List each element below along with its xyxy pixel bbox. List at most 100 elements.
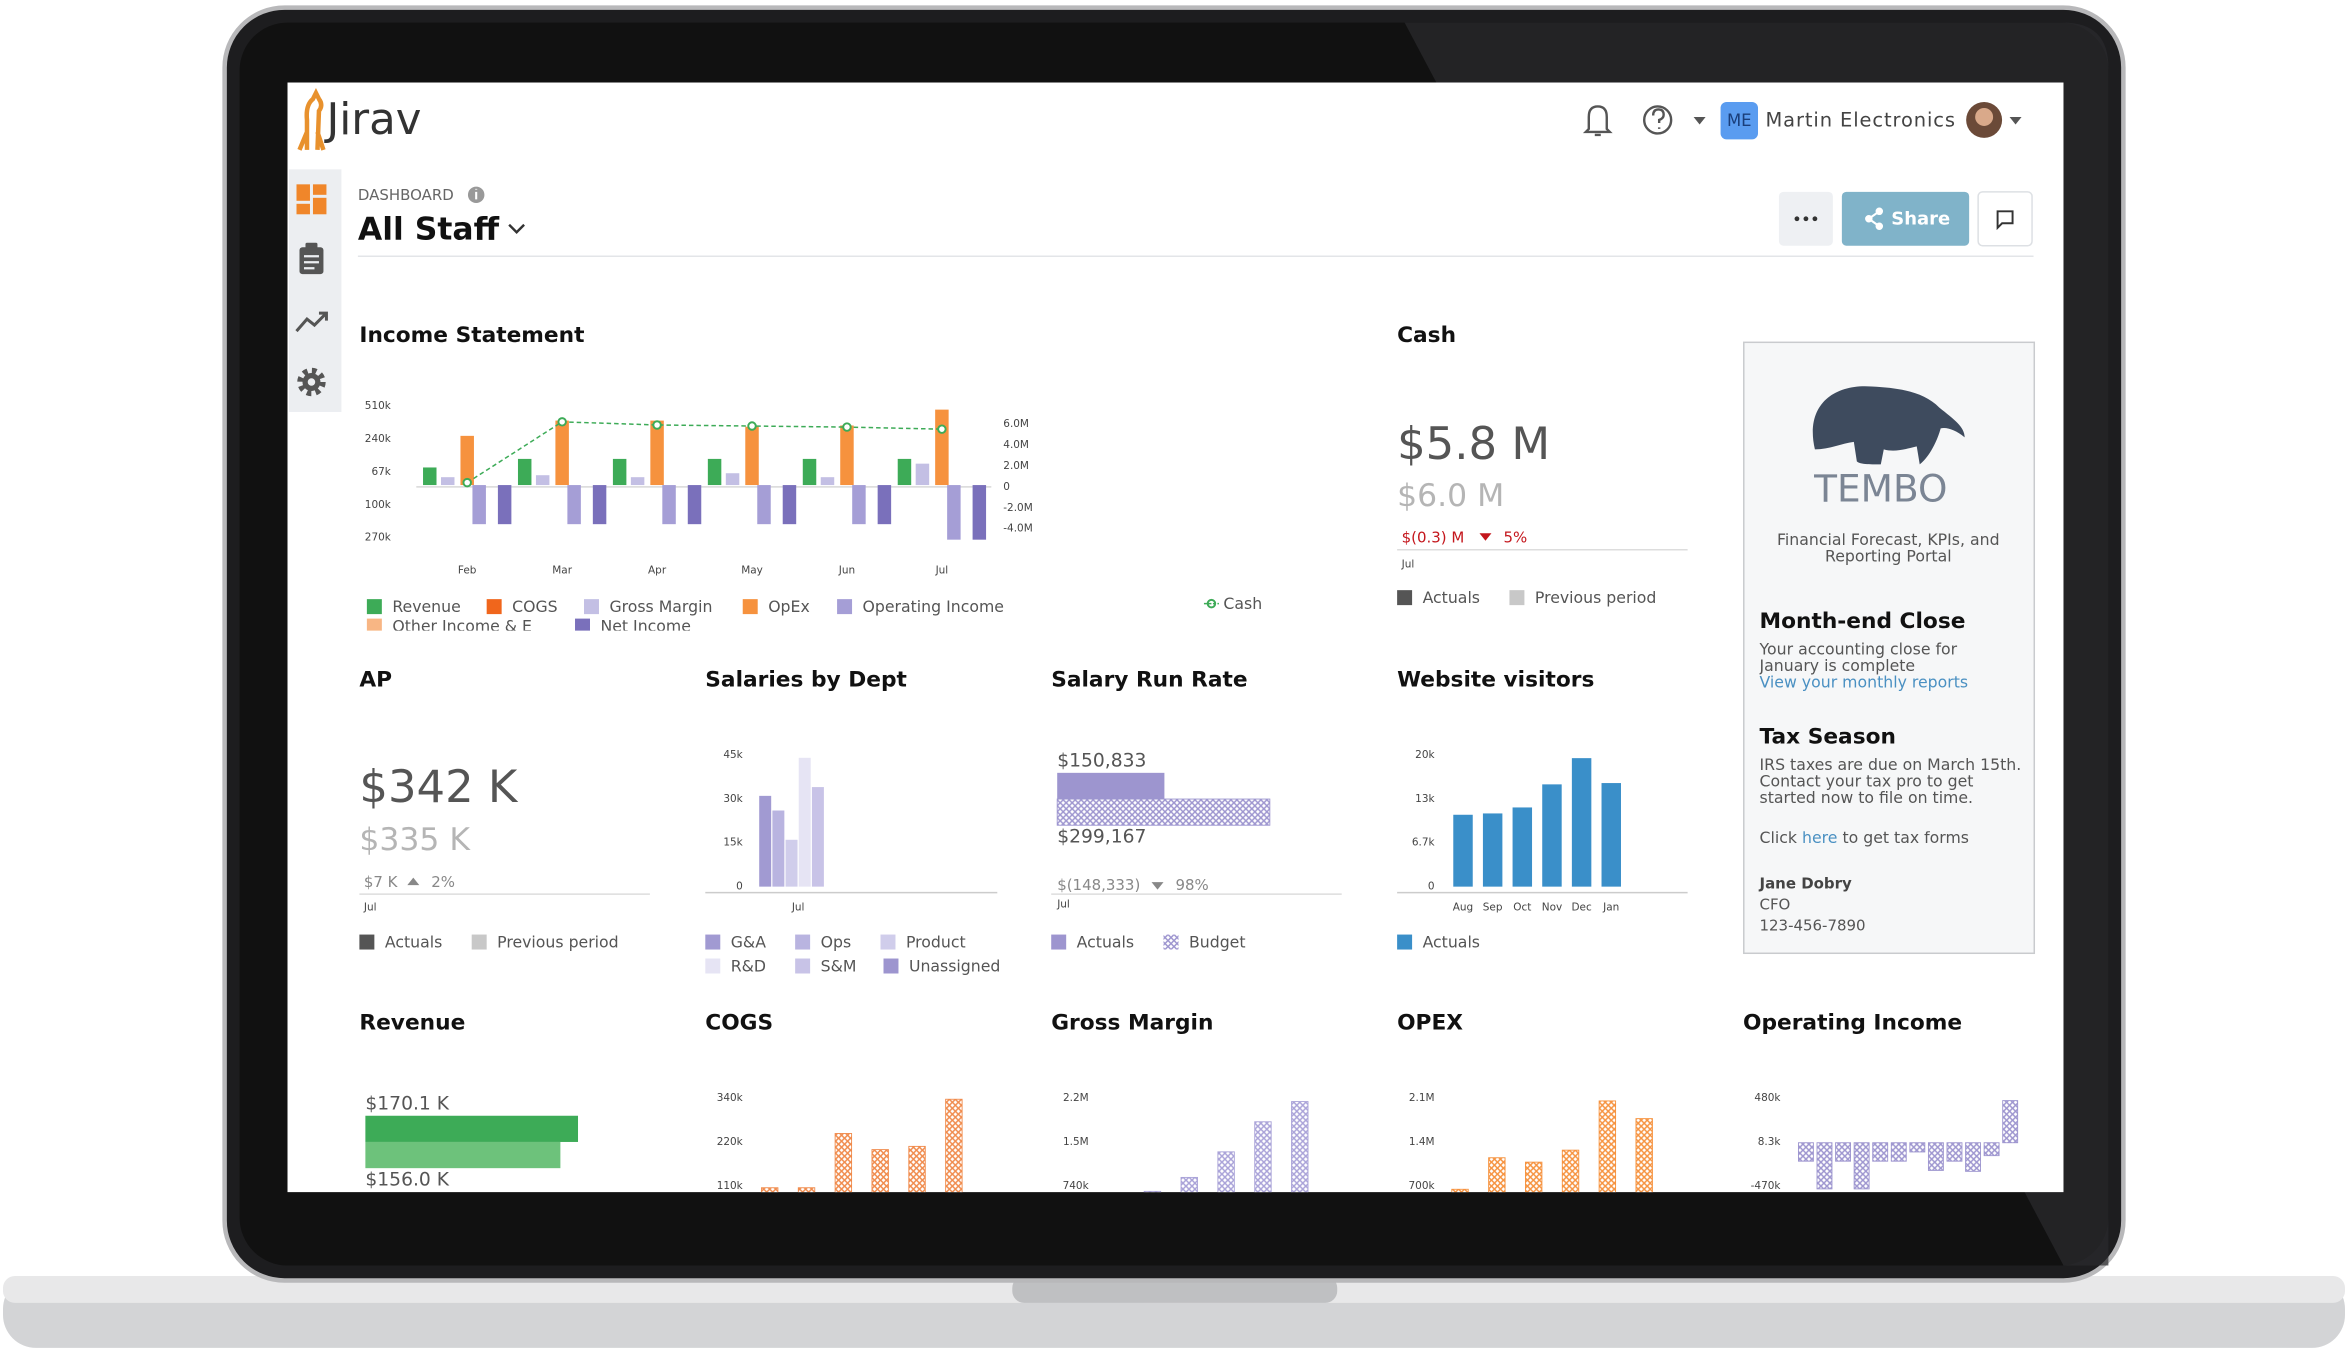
bar [612, 458, 627, 486]
bar [2002, 1100, 2019, 1144]
tax-here[interactable]: here [1801, 831, 1838, 848]
tax-text: IRS taxes are due on March 15th. Contact… [1759, 757, 2022, 808]
bar [761, 1187, 779, 1193]
y-tick-label: 13k [1415, 793, 1435, 805]
kpi-value: $342 K [359, 760, 519, 813]
account-caret[interactable] [2009, 116, 2022, 125]
y-tick-label: 2.2M [1063, 1092, 1089, 1104]
settings-icon[interactable] [297, 367, 326, 397]
trends-icon[interactable] [295, 311, 328, 333]
kpi-change-pct: 2% [431, 873, 455, 891]
logo-text[interactable]: Jirav [323, 95, 421, 145]
dashboard-title[interactable]: All Staff [358, 211, 500, 247]
bar [535, 475, 550, 486]
tax-click: Click [1759, 831, 1797, 848]
card-heading: Month-end Close [1760, 609, 1966, 634]
bar [745, 426, 759, 486]
app: Jirav ME Martin Electronics DASHBOARD Al… [289, 87, 2036, 1193]
y-tick-label: 740k [1063, 1180, 1090, 1192]
x-tick-label: Mar [552, 565, 572, 577]
contact-name: Jane Dobry [1759, 875, 1852, 893]
y-tick-label: 110k [717, 1180, 744, 1192]
bar [947, 485, 961, 540]
y-tick-label: 480k [1754, 1092, 1781, 1104]
bar [1797, 1142, 1814, 1162]
legend-label: Product [906, 933, 966, 952]
bell-icon[interactable] [1582, 105, 1613, 137]
legend-swatch [575, 618, 590, 631]
legend-label: Other Income & E [392, 617, 532, 636]
y-tick-label: 270k [365, 532, 392, 544]
comment-icon [1996, 210, 2014, 231]
x-tick-label: Nov [1542, 902, 1562, 914]
legend-swatch [366, 599, 382, 615]
kpi-change: $7 K [364, 873, 399, 891]
bar [630, 477, 645, 486]
company-name[interactable]: Martin Electronics [1765, 108, 1955, 131]
bar [1453, 814, 1473, 887]
legend-swatch [795, 934, 811, 950]
x-tick-label: May [741, 565, 763, 577]
legend-label: Revenue [392, 597, 460, 616]
more-icon [1794, 216, 1818, 222]
bar [871, 1149, 889, 1193]
bar [785, 839, 798, 887]
bar [1571, 758, 1592, 887]
bar [1254, 1121, 1272, 1193]
close-body: Your accounting close for January is com… [1759, 642, 1958, 676]
close-link[interactable]: View your monthly reports [1759, 674, 1969, 692]
reports-icon[interactable] [299, 242, 324, 275]
bar [472, 485, 486, 525]
legend-label: COGS [512, 597, 558, 616]
cash-point [842, 422, 852, 432]
legend-label: Actuals [1077, 933, 1134, 952]
tembo-tagline-box: Financial Forecast, KPIs, and Reporting … [1777, 533, 2000, 565]
y-tick-label: 2.1M [1409, 1092, 1435, 1104]
bar [1143, 1190, 1162, 1193]
tax-link-line: Click here to get tax forms [1760, 831, 2027, 847]
dashboard-caret[interactable] [508, 223, 525, 234]
bar [1635, 1118, 1653, 1193]
comment-button[interactable] [1977, 191, 2033, 247]
legend-swatch [366, 618, 382, 631]
y-tick-label: 15k [723, 837, 743, 849]
bar [1927, 1142, 1944, 1171]
y-tick-label: 700k [1409, 1180, 1436, 1192]
y-tick-label: 0 [1428, 881, 1435, 893]
value-label: $156.0 K [365, 1170, 449, 1191]
x-tick-label: Aug [1453, 902, 1473, 914]
dashboard-icon[interactable] [296, 184, 327, 215]
bar [725, 473, 740, 486]
y2-tick-label: 2.0M [1003, 460, 1029, 472]
help-icon[interactable] [1643, 105, 1673, 135]
company-badge[interactable] [1720, 101, 1759, 140]
legend-label: Cash [1223, 594, 1262, 613]
widget-title: Operating Income [1743, 1010, 1962, 1035]
bar [1890, 1142, 1907, 1162]
legend-label: Net Income [600, 617, 690, 636]
cash-point [937, 424, 947, 434]
bar [460, 435, 474, 486]
y-tick-label: -470k [1751, 1180, 1782, 1192]
bar [497, 485, 512, 525]
y-tick-label: 220k [717, 1136, 744, 1148]
legend-label: Budget [1189, 933, 1246, 952]
bar [897, 458, 912, 486]
widget-title: AP [359, 667, 392, 692]
logo-icon[interactable] [297, 87, 326, 151]
bar [1542, 784, 1562, 887]
change-arrow [1151, 882, 1164, 890]
company-initials: ME [1727, 111, 1752, 130]
legend-label: Actuals [1423, 933, 1480, 952]
y-tick-label: 20k [1415, 749, 1435, 761]
help-caret[interactable] [1693, 116, 1706, 125]
legend-swatch [705, 958, 721, 974]
bar [1488, 1157, 1506, 1193]
close-text-box: Your accounting close for January is com… [1759, 642, 1969, 692]
share-button[interactable] [1841, 191, 1970, 246]
bar [915, 463, 930, 486]
bar [908, 1145, 926, 1193]
bar [757, 485, 771, 525]
bar [945, 1098, 963, 1193]
